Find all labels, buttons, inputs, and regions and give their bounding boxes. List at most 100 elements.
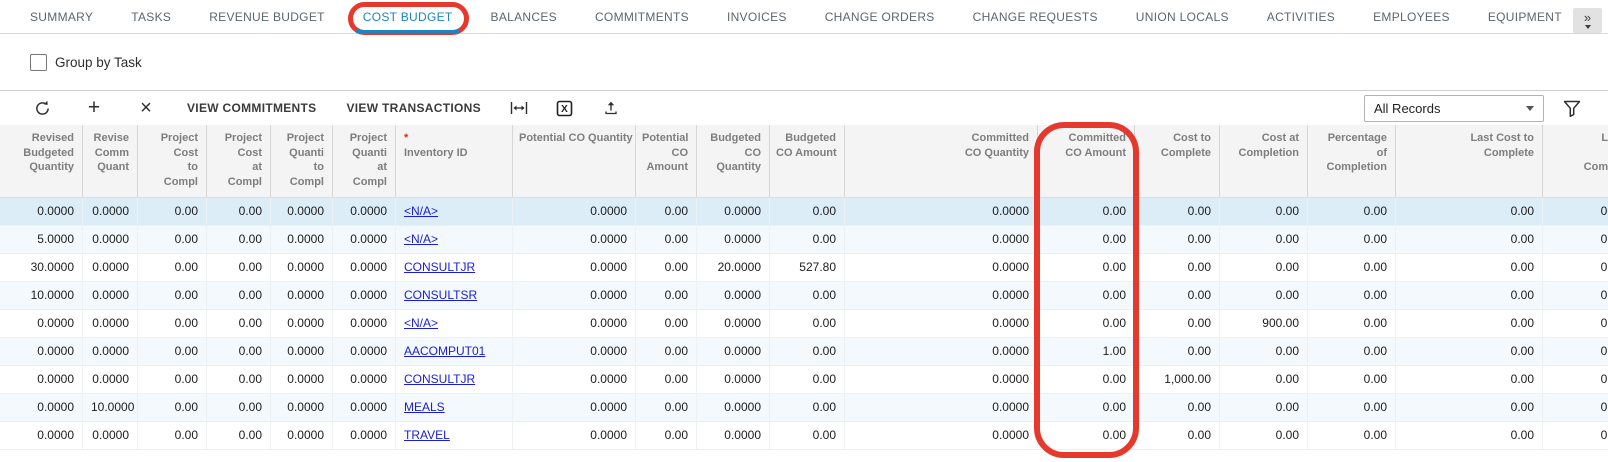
cell-revised-committed-quantity[interactable]: 0.0000 [83,198,138,226]
cell-revised-budgeted-quantity[interactable]: 0.0000 [0,422,83,450]
column-header-percentage-of-completion[interactable]: Percentage of Completion [1308,125,1396,197]
upload-button[interactable] [588,91,634,125]
cell-percentage-of-completion[interactable]: 0.00 [1308,282,1396,310]
cell-inventory-id[interactable]: TRAVEL [396,422,513,450]
cell-potential-co-quantity[interactable]: 0.0000 [513,226,636,254]
cell-committed-co-quantity[interactable]: 0.0000 [845,282,1038,310]
inventory-id-link[interactable]: <N/A> [404,316,438,330]
cell-last-cost-to-complete[interactable]: 0.00 [1396,422,1543,450]
cell-cost-at-completion[interactable]: 0.00 [1220,422,1308,450]
grid-row-4[interactable]: 10.00000.00000.000.000.00000.0000CONSULT… [0,282,1608,310]
cell-cost-to-complete[interactable]: 0.00 [1135,310,1220,338]
cell-project-quantity-at-completion[interactable]: 0.0000 [333,366,396,394]
column-header-inventory-id[interactable]: *Inventory ID [396,125,513,197]
cell-project-quantity-to-complete[interactable]: 0.0000 [271,310,333,338]
column-header-committed-co-quantity[interactable]: Committed CO Quantity [845,125,1038,197]
cell-potential-co-quantity[interactable]: 0.0000 [513,338,636,366]
cell-revised-committed-quantity[interactable]: 0.0000 [83,422,138,450]
tab-equipment[interactable]: EQUIPMENT [1469,0,1581,33]
column-header-last-completion[interactable]: Last Comple [1543,125,1608,197]
cell-cost-to-complete[interactable]: 0.00 [1135,226,1220,254]
cell-project-cost-at-completion[interactable]: 0.00 [207,254,271,282]
cell-project-cost-to-complete[interactable]: 0.00 [138,198,207,226]
cell-committed-co-amount[interactable]: 0.00 [1038,226,1135,254]
tab-employees[interactable]: EMPLOYEES [1354,0,1469,33]
cell-revised-committed-quantity[interactable]: 0.0000 [83,338,138,366]
cell-committed-co-quantity[interactable]: 0.0000 [845,422,1038,450]
cell-cost-to-complete[interactable]: 0.00 [1135,394,1220,422]
cell-revised-committed-quantity[interactable]: 0.0000 [83,254,138,282]
cell-revised-budgeted-quantity[interactable]: 0.0000 [0,366,83,394]
column-header-project-quantity-at-completion[interactable]: Project Quanti at Compl [333,125,396,197]
tab-tasks[interactable]: TASKS [112,0,190,33]
cell-committed-co-quantity[interactable]: 0.0000 [845,226,1038,254]
cell-percentage-of-completion[interactable]: 0.00 [1308,366,1396,394]
cell-percentage-of-completion[interactable]: 0.00 [1308,338,1396,366]
cell-budgeted-co-amount[interactable]: 0.00 [770,366,845,394]
cell-potential-co-amount[interactable]: 0.00 [636,282,697,310]
cell-percentage-of-completion[interactable]: 0.00 [1308,422,1396,450]
cell-revised-committed-quantity[interactable]: 10.0000 [83,394,138,422]
cell-budgeted-co-quantity[interactable]: 20.0000 [697,254,770,282]
tab-union-locals[interactable]: UNION LOCALS [1117,0,1248,33]
cell-last-cost-to-complete[interactable]: 0.00 [1396,282,1543,310]
grid-row-3[interactable]: 30.00000.00000.000.000.00000.0000CONSULT… [0,254,1608,282]
cell-cost-to-complete[interactable]: 0.00 [1135,198,1220,226]
cell-project-quantity-at-completion[interactable]: 0.0000 [333,338,396,366]
inventory-id-link[interactable]: <N/A> [404,204,438,218]
records-filter-select[interactable]: All Records [1364,95,1544,122]
cell-budgeted-co-quantity[interactable]: 0.0000 [697,310,770,338]
cell-budgeted-co-amount[interactable]: 0.00 [770,422,845,450]
column-header-potential-co-amount[interactable]: Potential CO Amount [636,125,697,197]
cell-budgeted-co-amount[interactable]: 0.00 [770,198,845,226]
cell-percentage-of-completion[interactable]: 0.00 [1308,394,1396,422]
grid-row-8[interactable]: 0.000010.00000.000.000.00000.0000MEALS0.… [0,394,1608,422]
cell-budgeted-co-amount[interactable]: 0.00 [770,310,845,338]
column-header-project-cost-to-complete[interactable]: Project Cost to Compl [138,125,207,197]
cell-revised-committed-quantity[interactable]: 0.0000 [83,310,138,338]
refresh-button[interactable] [16,91,68,125]
tab-cost-budget[interactable]: COST BUDGET [344,0,472,33]
inventory-id-link[interactable]: <N/A> [404,232,438,246]
cell-project-cost-to-complete[interactable]: 0.00 [138,282,207,310]
grid-row-9[interactable]: 0.00000.00000.000.000.00000.0000TRAVEL0.… [0,422,1608,450]
cell-project-quantity-at-completion[interactable]: 0.0000 [333,198,396,226]
checkbox-box[interactable] [30,54,47,71]
cell-project-cost-at-completion[interactable]: 0.00 [207,366,271,394]
tab-activities[interactable]: ACTIVITIES [1248,0,1354,33]
cell-committed-co-amount[interactable]: 0.00 [1038,282,1135,310]
cell-budgeted-co-amount[interactable]: 0.00 [770,226,845,254]
cell-cost-to-complete[interactable]: 0.00 [1135,422,1220,450]
cell-project-cost-at-completion[interactable]: 0.00 [207,422,271,450]
column-header-budgeted-co-amount[interactable]: Budgeted CO Amount [770,125,845,197]
cell-last-completion[interactable]: 0.00 [1543,282,1608,310]
grid-row-1[interactable]: 0.00000.00000.000.000.00000.0000<N/A>0.0… [0,198,1608,226]
cell-potential-co-quantity[interactable]: 0.0000 [513,198,636,226]
cell-budgeted-co-quantity[interactable]: 0.0000 [697,198,770,226]
cell-committed-co-quantity[interactable]: 0.0000 [845,338,1038,366]
tab-overflow-button[interactable]: » [1573,8,1602,33]
cell-last-completion[interactable]: 0.00 [1543,310,1608,338]
cell-inventory-id[interactable]: AACOMPUT01 [396,338,513,366]
cell-last-completion[interactable]: 0.00 [1543,226,1608,254]
cell-project-quantity-at-completion[interactable]: 0.0000 [333,422,396,450]
cell-revised-budgeted-quantity[interactable]: 0.0000 [0,338,83,366]
cell-last-cost-to-complete[interactable]: 0.00 [1396,338,1543,366]
cell-project-quantity-to-complete[interactable]: 0.0000 [271,198,333,226]
cell-last-completion[interactable]: 0.00 [1543,338,1608,366]
cell-budgeted-co-quantity[interactable]: 0.0000 [697,338,770,366]
cell-project-cost-at-completion[interactable]: 0.00 [207,394,271,422]
cell-project-quantity-to-complete[interactable]: 0.0000 [271,226,333,254]
cell-revised-committed-quantity[interactable]: 0.0000 [83,366,138,394]
cell-potential-co-amount[interactable]: 0.00 [636,310,697,338]
cell-committed-co-amount[interactable]: 0.00 [1038,254,1135,282]
cell-project-quantity-to-complete[interactable]: 0.0000 [271,366,333,394]
cell-cost-at-completion[interactable]: 0.00 [1220,226,1308,254]
cell-cost-to-complete[interactable]: 0.00 [1135,282,1220,310]
cell-project-quantity-at-completion[interactable]: 0.0000 [333,226,396,254]
inventory-id-link[interactable]: CONSULTJR [404,372,475,386]
inventory-id-link[interactable]: AACOMPUT01 [404,344,485,358]
cell-project-quantity-to-complete[interactable]: 0.0000 [271,422,333,450]
column-header-committed-co-amount[interactable]: Committed CO Amount [1038,125,1135,197]
inventory-id-link[interactable]: MEALS [404,400,445,414]
